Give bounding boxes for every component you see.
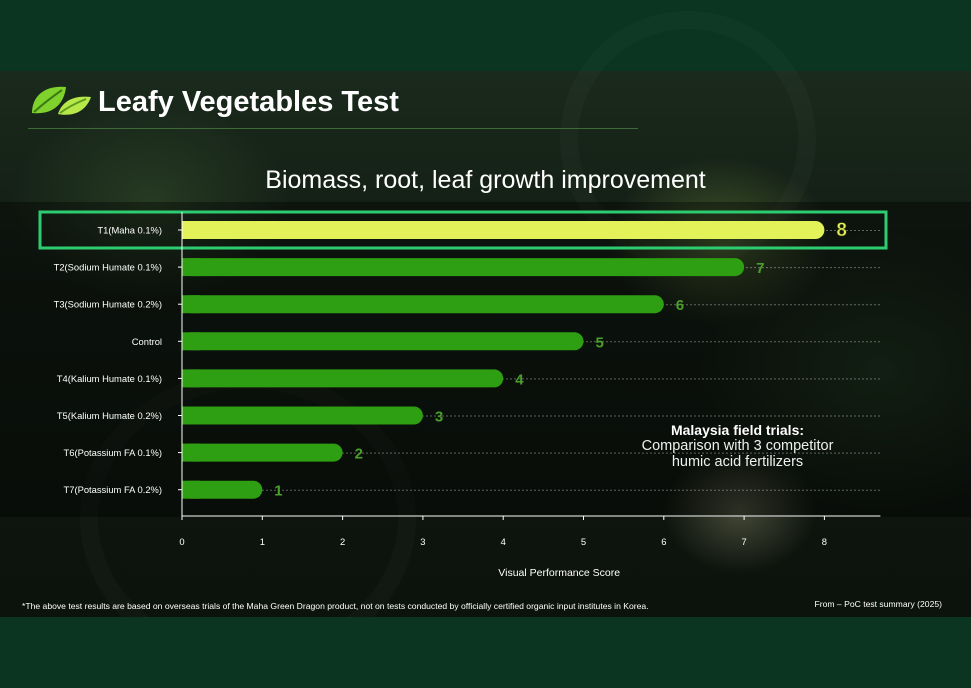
category-label: T4(Kalium Humate 0.1%) — [57, 373, 162, 384]
top-band — [0, 0, 971, 71]
x-tick-label: 0 — [179, 536, 184, 547]
trial-note-line: humic acid fertilizers — [671, 454, 804, 470]
x-tick-label: 5 — [581, 536, 586, 547]
data-label: 2 — [355, 446, 363, 463]
bar — [182, 480, 263, 499]
bar-cap — [182, 406, 200, 425]
bar-cap — [182, 258, 200, 277]
source-note: From – PoC test summary (2025) — [814, 599, 942, 609]
highlight-frame — [38, 210, 888, 250]
bar — [182, 258, 745, 277]
bar — [182, 369, 504, 388]
page-title: Leafy Vegetables Test — [98, 86, 399, 118]
bar-cap — [182, 369, 200, 388]
bar — [182, 332, 584, 351]
leaf-icon — [32, 86, 91, 115]
bar — [182, 443, 343, 462]
bar-cap — [182, 332, 200, 351]
data-label: 7 — [756, 260, 764, 277]
data-label: 5 — [596, 334, 604, 351]
bar — [182, 295, 664, 314]
x-tick-label: 6 — [661, 536, 666, 547]
bar-cap — [182, 480, 200, 499]
data-label: 6 — [676, 297, 684, 314]
category-label: Control — [132, 336, 162, 347]
data-label: 1 — [274, 483, 282, 500]
plot-backdrop — [0, 202, 971, 517]
bar-cap — [182, 443, 200, 462]
category-label: T7(Potassium FA 0.2%) — [64, 484, 162, 495]
footnote: *The above test results are based on ove… — [22, 601, 649, 611]
bottom-band — [0, 617, 971, 688]
category-label: T6(Potassium FA 0.1%) — [64, 447, 162, 458]
category-label: T1(Maha 0.1%) — [97, 225, 162, 236]
bar — [182, 221, 825, 239]
x-tick-label: 3 — [420, 536, 425, 547]
category-label: T2(Sodium Humate 0.1%) — [54, 262, 162, 273]
x-tick-label: 8 — [822, 536, 827, 547]
chart-title: Biomass, root, leaf growth improvement — [265, 166, 706, 194]
category-label: T5(Kalium Humate 0.2%) — [57, 410, 162, 421]
header-divider — [28, 128, 638, 129]
data-label: 4 — [515, 371, 524, 388]
x-tick-label: 7 — [741, 536, 746, 547]
bar-cap — [182, 295, 200, 314]
x-tick-label: 4 — [501, 536, 506, 547]
bar-cap — [182, 221, 200, 239]
trial-note-heading: Malaysia field trials: — [670, 422, 805, 438]
category-label: T3(Sodium Humate 0.2%) — [54, 299, 162, 310]
trial-note: Malaysia field trials: Comparison with 3… — [560, 422, 915, 470]
data-label: 3 — [435, 409, 443, 426]
trial-note-line: Comparison with 3 competitor — [641, 438, 834, 454]
bar — [182, 406, 423, 425]
x-axis-label: Visual Performance Score — [498, 567, 620, 579]
data-label: 8 — [836, 220, 847, 241]
x-tick-label: 1 — [260, 536, 265, 547]
x-tick-label: 2 — [340, 536, 345, 547]
